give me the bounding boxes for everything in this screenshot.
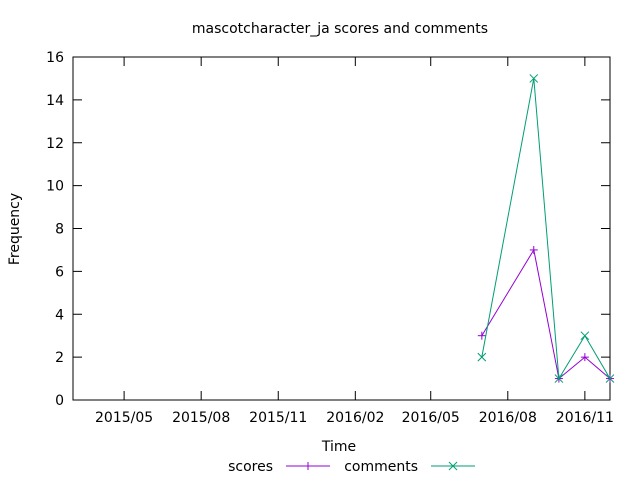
- data-point-scores: [529, 245, 538, 254]
- x-tick-label: 2016/05: [402, 410, 460, 426]
- series-layer: [477, 74, 615, 383]
- plot-area-border: [72, 56, 611, 401]
- data-point-comments: [580, 331, 590, 341]
- y-tick-label: 2: [55, 350, 64, 366]
- y-tick-label: 4: [55, 307, 64, 323]
- x-tick-label: 2015/08: [172, 410, 230, 426]
- data-point-comments: [477, 352, 487, 362]
- legend: scores comments: [228, 459, 475, 475]
- x-tick-label: 2016/11: [556, 410, 614, 426]
- y-tick-label: 8: [55, 222, 64, 238]
- y-axis-label: Frequency: [7, 193, 23, 265]
- data-point-comments: [554, 374, 564, 383]
- y-tick-label: 6: [55, 264, 64, 280]
- x-tick-label: 2015/05: [95, 410, 153, 426]
- legend-marker-scores: [304, 462, 312, 470]
- series-line-scores: [481, 248, 611, 380]
- y-axis-ticks: 0 2 4 6 8 10 12 14 16: [46, 50, 610, 409]
- y-tick-label: 14: [46, 93, 64, 109]
- legend-marker-comments: [448, 461, 458, 471]
- y-tick-label: 12: [46, 136, 64, 152]
- x-tick-label: 2016/08: [479, 410, 537, 426]
- y-tick-label: 0: [55, 393, 64, 409]
- y-tick-label: 10: [46, 179, 64, 195]
- x-axis-label: Time: [321, 439, 356, 455]
- data-point-comments: [605, 374, 615, 383]
- series-line-comments: [481, 78, 611, 381]
- x-tick-label: 2016/02: [326, 410, 384, 426]
- data-point-scores: [477, 331, 486, 340]
- y-tick-label: 16: [46, 50, 64, 66]
- chart-title: mascotcharacter_ja scores and comments: [192, 21, 488, 37]
- data-point-comments: [529, 74, 539, 83]
- legend-label-scores: scores: [228, 459, 273, 475]
- data-point-scores: [580, 353, 589, 362]
- legend-label-comments: comments: [344, 459, 418, 475]
- x-axis-ticks: 2015/05 2015/08 2015/11 2016/02 2016/05 2016/…: [95, 57, 614, 426]
- x-tick-label: 2015/11: [249, 410, 307, 426]
